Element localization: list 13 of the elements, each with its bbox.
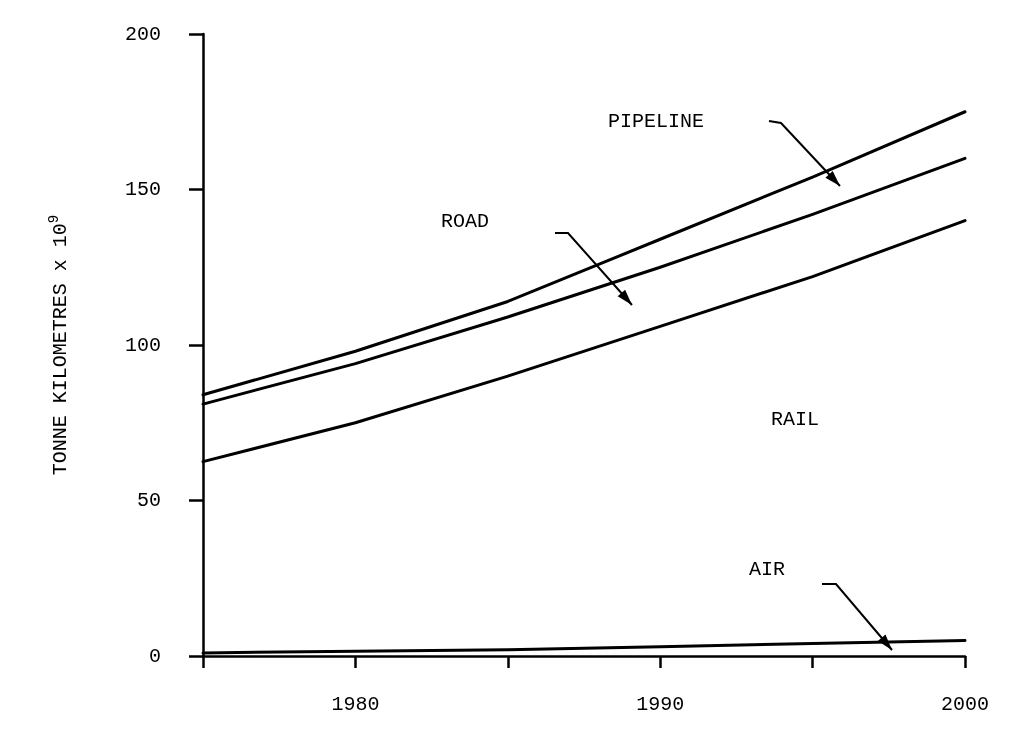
y-tick-label: 50 [136,489,161,512]
x-tick-label: 2000 [940,692,990,716]
x-tick-label: 1990 [636,692,685,716]
x-tick-label: 1980 [331,692,380,716]
y-tick-label: 0 [148,644,161,668]
annotation: ROAD [440,209,490,233]
annotation: AIR [748,557,786,581]
y-axis-title: TONNE KILOMETRES x 109 [46,214,72,476]
annotation: RAIL [770,407,820,431]
annotation: PIPELINE [607,109,705,133]
y-tick-label: 150 [124,178,161,201]
y-tick-label: 100 [124,333,161,357]
y-tick-label: 200 [124,22,161,46]
